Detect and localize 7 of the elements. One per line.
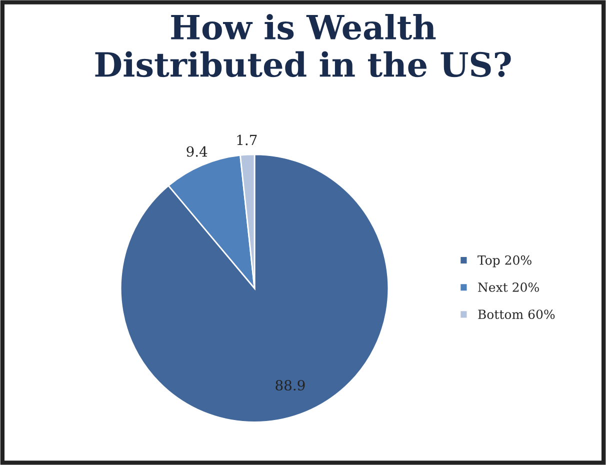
legend-label: Bottom 60% <box>478 310 555 320</box>
data-label: 1.7 <box>237 134 257 146</box>
data-label: 88.9 <box>276 380 305 390</box>
legend-label: Top 20% <box>478 255 532 268</box>
chart-title: How is Wealth Distributed in the US? <box>95 14 511 78</box>
data-label: 9.4 <box>186 146 208 157</box>
legend-label: Next 20% <box>478 282 539 292</box>
